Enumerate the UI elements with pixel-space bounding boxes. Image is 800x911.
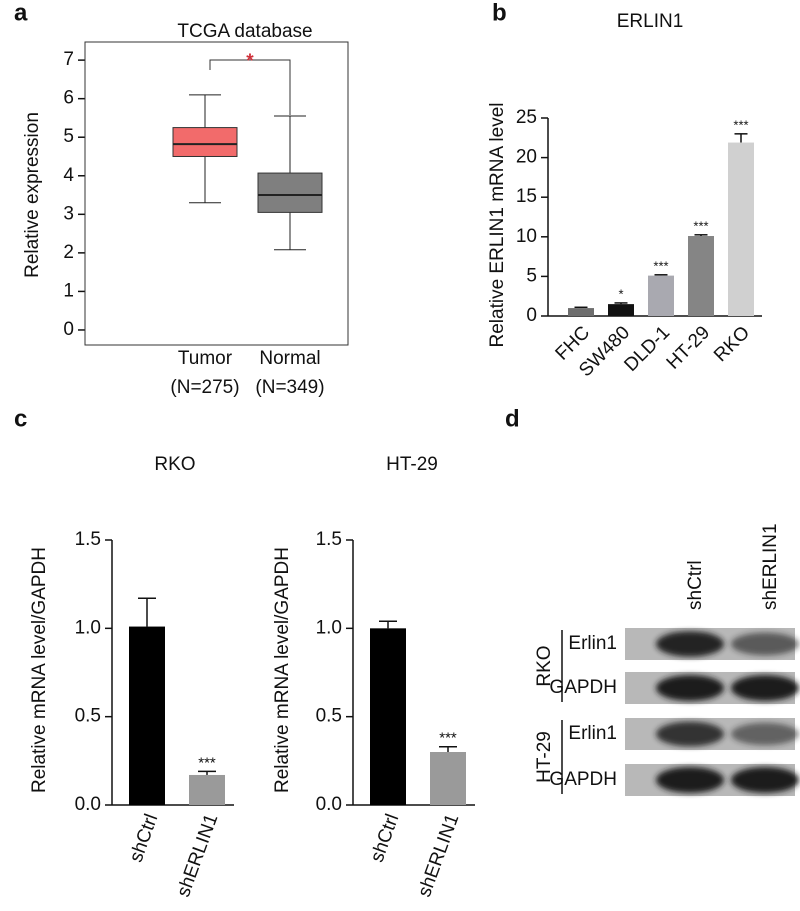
blot-band	[731, 722, 799, 746]
x-tick-label: DLD-1	[620, 322, 674, 376]
y-tick-label: 0	[63, 319, 74, 340]
blot-band	[656, 631, 724, 657]
y-tick-label: 2	[63, 242, 74, 263]
blot-band	[656, 767, 724, 793]
bar	[568, 308, 594, 316]
x-tick-label: RKO	[710, 322, 754, 366]
y-tick-label: 5	[526, 265, 537, 286]
n-label: (N=275)	[170, 377, 239, 398]
chart-title: RKO	[154, 454, 195, 475]
bar	[430, 752, 466, 805]
y-tick-label: 3	[63, 203, 74, 224]
x-tick-label: shCtrl	[126, 811, 163, 865]
y-tick-label: 1.5	[316, 529, 342, 550]
y-tick-label: 0.0	[316, 794, 342, 815]
blot-band	[656, 721, 724, 747]
y-tick-label: 20	[516, 147, 537, 168]
blot-row-label: Erlin1	[568, 723, 617, 744]
significance: ***	[733, 117, 748, 132]
significance: *	[246, 51, 254, 72]
y-tick-label: 0.5	[75, 706, 101, 727]
x-tick-label: shCtrl	[367, 811, 404, 865]
y-axis-label: Relative ERLIN1 mRNA level	[487, 103, 508, 348]
blot-group-label: RKO	[534, 645, 555, 686]
blot-group-label: HT-29	[534, 731, 555, 783]
y-axis-label: Relative mRNA level/GAPDH	[272, 547, 293, 793]
blot-row-label: Erlin1	[568, 633, 617, 654]
y-tick-label: 5	[63, 126, 74, 147]
bar	[129, 626, 165, 805]
blot-row-label: GAPDH	[549, 769, 617, 790]
y-axis-label: Relative expression	[22, 112, 43, 278]
box	[257, 172, 323, 213]
sig-bracket	[209, 59, 291, 115]
blot-column-label: shCtrl	[685, 560, 706, 610]
significance: ***	[693, 218, 708, 233]
y-tick-label: 25	[516, 107, 537, 128]
bar	[688, 236, 714, 316]
y-tick-label: 0.0	[75, 794, 101, 815]
significance: *	[618, 286, 623, 301]
y-tick-label: 1.0	[75, 617, 101, 638]
bar	[728, 142, 754, 316]
significance: ***	[439, 730, 457, 747]
chart-title: ERLIN1	[617, 11, 684, 32]
chart-title: HT-29	[386, 454, 438, 475]
bar	[370, 628, 406, 805]
panel-letter: b	[492, 0, 507, 26]
y-tick-label: 1.0	[316, 617, 342, 638]
y-tick-label: 6	[63, 88, 74, 109]
x-tick-label: HT-29	[663, 322, 714, 373]
significance: ***	[653, 258, 668, 273]
bar	[648, 275, 674, 316]
y-tick-label: 15	[516, 186, 537, 207]
blot-band	[731, 675, 799, 701]
y-tick-label: 0.5	[316, 706, 342, 727]
y-tick-label: 7	[63, 49, 74, 70]
box	[172, 127, 238, 157]
plot-frame	[84, 41, 349, 346]
x-tick-label: Normal	[259, 348, 320, 369]
y-axis-label: Relative mRNA level/GAPDH	[29, 547, 50, 793]
y-tick-label: 4	[63, 165, 74, 186]
y-tick-label: 1	[63, 280, 74, 301]
blot-band	[731, 767, 799, 793]
blot-column-label: shERLIN1	[760, 523, 781, 610]
panel-letter: d	[505, 405, 520, 432]
panel-letter: c	[14, 405, 27, 432]
chart-title: TCGA database	[177, 21, 312, 42]
panel-letter: a	[14, 0, 28, 26]
blot-band	[731, 632, 799, 656]
x-tick-label: shERLIN1	[414, 811, 463, 900]
y-tick-label: 0	[526, 305, 537, 326]
blot-band	[656, 675, 724, 701]
x-tick-label: Tumor	[178, 348, 233, 369]
n-label: (N=349)	[255, 377, 324, 398]
x-tick-label: shERLIN1	[173, 811, 222, 900]
y-tick-label: 1.5	[75, 529, 101, 550]
y-tick-label: 10	[516, 226, 537, 247]
significance: ***	[198, 754, 216, 771]
bar	[189, 774, 225, 805]
blot-row-label: GAPDH	[549, 677, 617, 698]
bar	[608, 304, 634, 316]
